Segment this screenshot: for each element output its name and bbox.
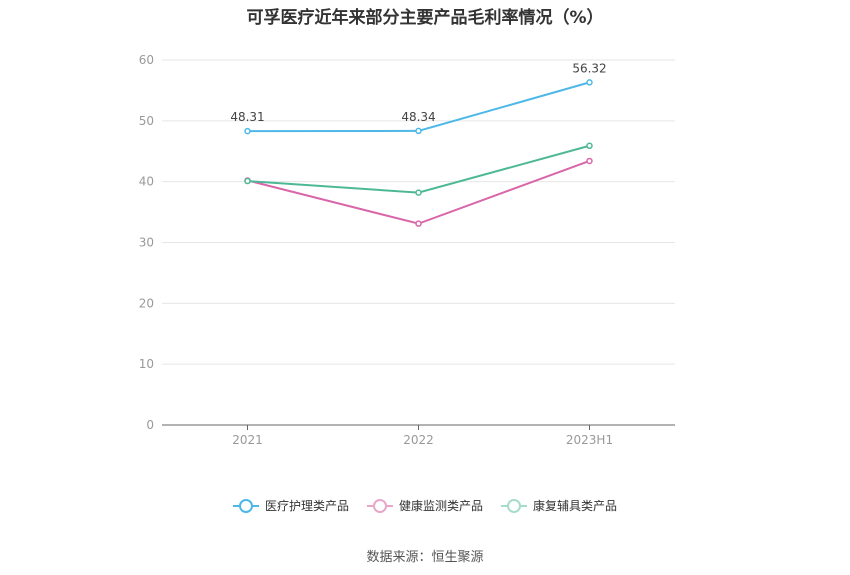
y-tick-label: 20 xyxy=(139,296,154,310)
data-label: 48.31 xyxy=(230,110,264,124)
y-tick-label: 0 xyxy=(146,418,154,432)
legend-label: 医疗护理类产品 xyxy=(264,499,349,513)
series-line-3 xyxy=(247,144,590,194)
y-tick-label: 40 xyxy=(139,175,154,189)
legend-label: 健康监测类产品 xyxy=(398,499,483,513)
x-tick-label: 2022 xyxy=(403,433,434,447)
data-point xyxy=(244,177,251,185)
data-point xyxy=(415,220,422,227)
legend-marker-icon xyxy=(232,498,259,513)
y-tick-label: 30 xyxy=(139,236,154,250)
y-tick-label: 10 xyxy=(139,357,154,371)
x-tick-label: 2021 xyxy=(232,433,263,447)
data-point xyxy=(415,127,422,135)
legend-item-series-3[interactable]: 康复辅具类产品 xyxy=(501,497,617,514)
legend-item-series-2[interactable]: 健康监测类产品 xyxy=(366,497,483,514)
legend: 医疗护理类产品 健康监测类产品 康复辅具类产品 xyxy=(0,497,850,514)
legend-marker-icon xyxy=(501,498,527,513)
data-point xyxy=(244,127,251,135)
data-point xyxy=(586,157,593,165)
data-source-note: 数据来源：恒生聚源 xyxy=(366,550,484,565)
chart-title: 可孚医疗近年来部分主要产品毛利率情况（%） xyxy=(246,8,604,28)
legend-item-series-1[interactable]: 医疗护理类产品 xyxy=(232,497,349,514)
data-label: 48.34 xyxy=(401,110,435,124)
data-point xyxy=(586,79,593,86)
data-point xyxy=(415,189,422,196)
legend-label: 康复辅具类产品 xyxy=(533,499,618,513)
y-tick-label: 50 xyxy=(139,114,154,128)
y-tick-label: 60 xyxy=(139,53,154,67)
data-point xyxy=(586,142,593,150)
x-tick-label: 2023H1 xyxy=(566,433,613,447)
data-label: 56.32 xyxy=(572,61,606,75)
legend-marker-icon xyxy=(366,498,393,513)
